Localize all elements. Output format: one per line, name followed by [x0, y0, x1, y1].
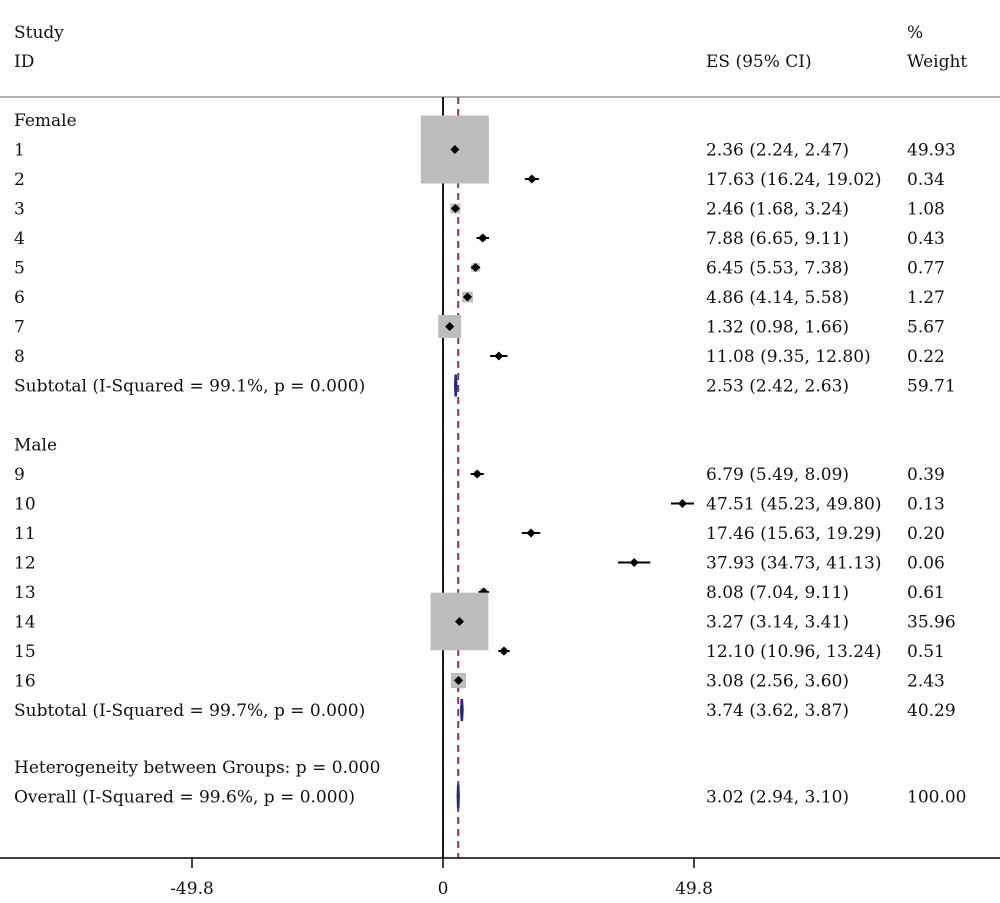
forest-rows: Female 1 2.36 (2.24, 2.47) 49.93 2 17.63 (16.…: [14, 111, 966, 808]
study-weight: 0.39: [907, 465, 945, 485]
point-estimate: [450, 145, 460, 154]
study-id: 1: [14, 141, 25, 161]
study-id: 4: [14, 229, 25, 249]
point-estimate: [454, 617, 464, 626]
point-estimate: [629, 558, 639, 567]
point-estimate: [499, 646, 509, 656]
subtotal-es-ci: 2.53 (2.42, 2.63): [706, 377, 849, 397]
point-estimate: [677, 499, 687, 508]
study-weight: 0.06: [907, 554, 945, 574]
subtotal-es-ci: 3.74 (3.62, 3.87): [706, 701, 849, 721]
point-estimate: [494, 351, 504, 361]
study-es-ci: 2.36 (2.24, 2.47): [706, 141, 849, 161]
study-weight: 1.27: [907, 288, 945, 308]
x-tick-label: 0: [438, 879, 449, 899]
group-label: Male: [14, 436, 57, 456]
study-id: 2: [14, 170, 25, 190]
study-weight: 49.93: [907, 141, 956, 161]
subtotal-label: Subtotal (I-Squared = 99.1%, p = 0.000): [14, 377, 365, 397]
study-weight: 0.43: [907, 229, 945, 249]
overall-diamond: [456, 784, 460, 809]
point-estimate: [462, 292, 472, 302]
study-es-ci: 47.51 (45.23, 49.80): [706, 495, 881, 515]
study-id: 10: [14, 495, 36, 515]
subtotal-diamond: [453, 374, 458, 397]
study-weight: 5.67: [907, 318, 945, 338]
point-estimate: [478, 233, 488, 243]
study-weight: 0.20: [907, 524, 945, 544]
x-axis-ticks: -49.8 0 49.8: [170, 858, 713, 899]
header-weight-top: %: [907, 23, 923, 43]
x-tick-label: -49.8: [170, 879, 214, 899]
subtotal-weight: 59.71: [907, 377, 956, 397]
study-es-ci: 4.86 (4.14, 5.58): [706, 288, 849, 308]
point-estimate: [526, 528, 536, 538]
study-id: 12: [14, 554, 36, 574]
study-weight: 2.43: [907, 672, 945, 692]
study-es-ci: 2.46 (1.68, 3.24): [706, 200, 849, 220]
study-id: 6: [14, 288, 25, 308]
group-label: Female: [14, 111, 77, 131]
overall-label: Overall (I-Squared = 99.6%, p = 0.000): [14, 788, 355, 808]
overall-es-ci: 3.02 (2.94, 3.10): [706, 788, 849, 808]
study-es-ci: 8.08 (7.04, 9.11): [706, 583, 849, 603]
study-es-ci: 1.32 (0.98, 1.66): [706, 318, 849, 338]
study-es-ci: 6.79 (5.49, 8.09): [706, 465, 849, 485]
study-id: 8: [14, 347, 25, 367]
subtotal-diamond: [459, 698, 464, 722]
study-weight: 0.13: [907, 495, 945, 515]
study-es-ci: 17.46 (15.63, 19.29): [706, 524, 881, 544]
study-weight: 0.61: [907, 583, 945, 603]
study-weight: 0.51: [907, 642, 945, 662]
study-es-ci: 11.08 (9.35, 12.80): [706, 347, 871, 367]
study-id: 14: [14, 613, 36, 633]
study-id: 13: [14, 583, 36, 603]
study-id: 5: [14, 259, 25, 279]
study-es-ci: 3.27 (3.14, 3.41): [706, 613, 849, 633]
point-estimate: [472, 469, 482, 479]
study-es-ci: 7.88 (6.65, 9.11): [706, 229, 849, 249]
study-weight: 1.08: [907, 200, 945, 220]
study-id: 7: [14, 318, 25, 338]
study-id: 9: [14, 465, 25, 485]
study-id: 11: [14, 524, 36, 544]
study-weight: 0.77: [907, 259, 945, 279]
point-estimate: [450, 204, 460, 213]
header-study: Study: [14, 23, 64, 43]
study-id: 15: [14, 642, 36, 662]
study-es-ci: 6.45 (5.53, 7.38): [706, 259, 849, 279]
forest-marks: [420, 115, 694, 809]
overall-weight: 100.00: [907, 788, 966, 808]
header-es: ES (95% CI): [706, 52, 812, 72]
study-es-ci: 3.08 (2.56, 3.60): [706, 672, 849, 692]
study-es-ci: 37.93 (34.73, 41.13): [706, 554, 881, 574]
subtotal-label: Subtotal (I-Squared = 99.7%, p = 0.000): [14, 701, 365, 721]
study-id: 16: [14, 672, 36, 692]
study-es-ci: 17.63 (16.24, 19.02): [706, 170, 881, 190]
study-weight: 35.96: [907, 613, 956, 633]
point-estimate: [445, 322, 455, 331]
header-weight-bottom: Weight: [907, 52, 967, 72]
point-estimate: [471, 263, 481, 272]
study-weight: 0.22: [907, 347, 945, 367]
point-estimate: [527, 174, 537, 184]
point-estimate: [454, 676, 464, 685]
study-weight: 0.34: [907, 170, 945, 190]
subtotal-weight: 40.29: [907, 701, 956, 721]
header-id: ID: [14, 52, 34, 72]
study-id: 3: [14, 200, 25, 220]
study-es-ci: 12.10 (10.96, 13.24): [706, 642, 881, 662]
heterogeneity-label: Heterogeneity between Groups: p = 0.000: [14, 758, 380, 778]
x-tick-label: 49.8: [675, 879, 713, 899]
